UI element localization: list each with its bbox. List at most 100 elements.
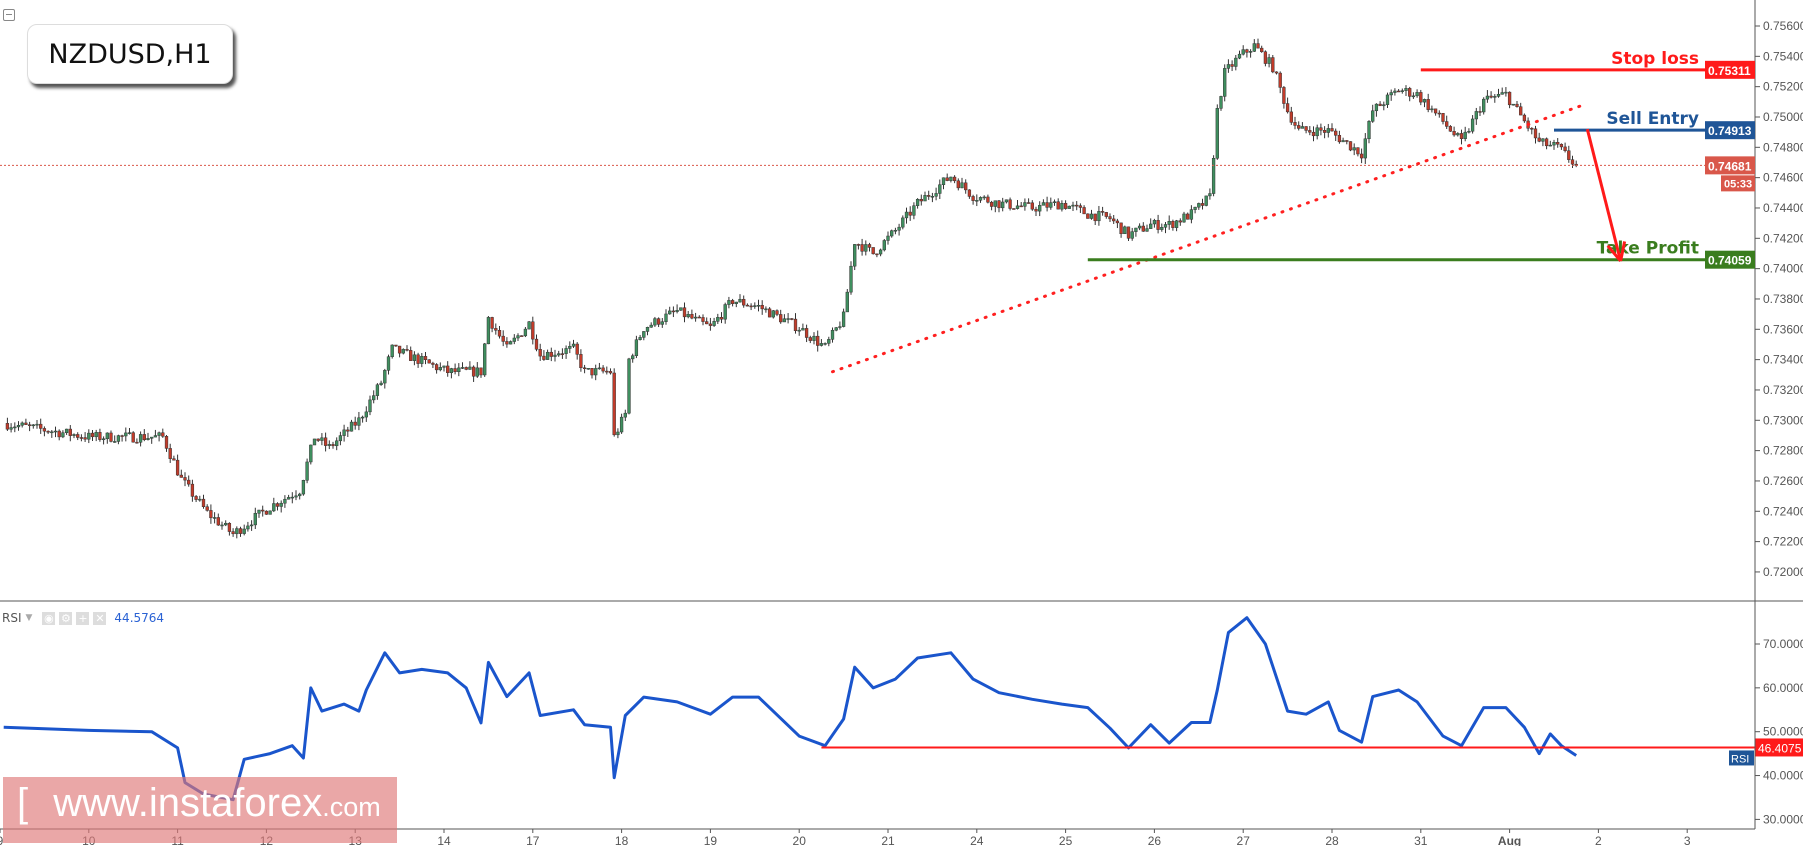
candle	[993, 200, 997, 213]
time-tick-label: 21	[881, 834, 895, 846]
candle-body-down	[161, 432, 165, 437]
candle-body-down	[952, 176, 957, 182]
candle-body-up	[734, 301, 738, 304]
candle	[1075, 201, 1079, 211]
candle-body-down	[1519, 106, 1523, 116]
candle	[915, 198, 920, 209]
candle	[793, 313, 798, 334]
candle-body-down	[867, 244, 872, 248]
candle	[172, 455, 176, 461]
candle-body-up	[1393, 90, 1397, 93]
arrow-down-icon	[1585, 128, 1627, 263]
candle-body-up	[13, 426, 17, 429]
candle-body-up	[294, 495, 298, 498]
price-tick-label: 0.74800	[1763, 140, 1803, 154]
candle-body-down	[1285, 103, 1290, 113]
candle-body-up	[853, 244, 857, 267]
candle	[690, 309, 694, 320]
candle-body-down	[1311, 131, 1316, 137]
candle	[816, 330, 820, 352]
candle	[742, 295, 746, 308]
candle-body-up	[557, 353, 561, 356]
candle-body-up	[564, 348, 568, 354]
candle-body-down	[767, 308, 772, 318]
candle-body-up	[516, 335, 520, 339]
candle	[1408, 86, 1412, 102]
rsi-dropdown-icon[interactable]: ▼	[25, 613, 33, 623]
candle-body-up	[94, 432, 98, 438]
candle-body-down	[194, 496, 198, 500]
candle	[61, 430, 65, 439]
candle-body-up	[993, 200, 997, 207]
candle-body-up	[527, 321, 531, 330]
candle-body-down	[1537, 137, 1541, 142]
candle-body-up	[1219, 96, 1223, 109]
gear-icon[interactable]: ⚙	[59, 611, 73, 625]
candle-body-up	[1237, 53, 1242, 59]
candle	[590, 368, 594, 379]
candle-body-up	[523, 328, 528, 337]
candle	[360, 415, 365, 423]
candle	[1311, 126, 1316, 142]
candle	[1026, 198, 1031, 204]
candle	[427, 359, 431, 364]
candle	[1285, 97, 1290, 114]
plus-icon[interactable]: +	[76, 611, 90, 625]
candle-body-up	[1404, 88, 1408, 91]
candle-body-up	[1215, 108, 1219, 159]
candle-body-down	[201, 498, 206, 507]
candle	[298, 492, 302, 500]
candle	[1478, 106, 1482, 116]
candle	[949, 176, 953, 183]
candle	[453, 363, 457, 375]
price-pane	[5, 38, 1578, 539]
sell-entry-value: 0.74913	[1708, 124, 1752, 138]
candle	[1552, 139, 1556, 150]
candle	[697, 315, 701, 319]
candle	[645, 326, 650, 336]
rsi-label[interactable]: RSI	[2, 611, 22, 625]
candle	[960, 177, 964, 189]
countdown-tag	[1721, 175, 1755, 192]
candle	[1230, 60, 1234, 72]
candle-body-up	[812, 335, 816, 341]
price-tick-label: 0.72200	[1763, 535, 1803, 549]
time-tick-label: 3	[1684, 834, 1691, 846]
candle	[1245, 48, 1249, 58]
candle	[1197, 202, 1201, 210]
time-tick-label: Aug	[1498, 834, 1521, 846]
candle	[934, 187, 938, 201]
candle	[394, 344, 398, 347]
candle	[1008, 197, 1012, 211]
close-icon[interactable]: ✕	[93, 611, 107, 625]
candle	[712, 317, 716, 327]
candle	[205, 504, 209, 512]
candle-body-down	[323, 437, 328, 446]
candle	[856, 243, 861, 250]
candle-body-up	[1382, 104, 1386, 107]
candle	[1345, 140, 1349, 145]
candle	[738, 294, 742, 303]
candle	[1137, 223, 1142, 231]
candle	[1448, 125, 1453, 132]
candle	[1544, 137, 1549, 150]
rsi-header: RSI ▼ ◉ ⚙ + ✕ 44.5764	[2, 609, 164, 627]
candle-body-down	[1448, 126, 1453, 132]
candle-body-up	[930, 195, 935, 198]
candle	[1078, 203, 1083, 213]
candle	[1378, 101, 1382, 107]
candle-body-up	[372, 395, 376, 401]
candle-body-up	[1341, 140, 1345, 143]
candle-body-up	[1208, 193, 1212, 197]
rsi-tick-label: 60.0000	[1763, 681, 1803, 695]
candle-body-down	[1019, 205, 1023, 208]
candle-body-down	[1034, 208, 1038, 212]
candle	[46, 430, 50, 435]
eye-icon[interactable]: ◉	[42, 611, 56, 625]
candle	[964, 179, 968, 194]
candle	[1100, 206, 1105, 216]
collapse-pane-button[interactable]	[3, 9, 15, 21]
candle	[1189, 205, 1194, 224]
candle	[35, 419, 39, 429]
candle	[1267, 53, 1271, 68]
